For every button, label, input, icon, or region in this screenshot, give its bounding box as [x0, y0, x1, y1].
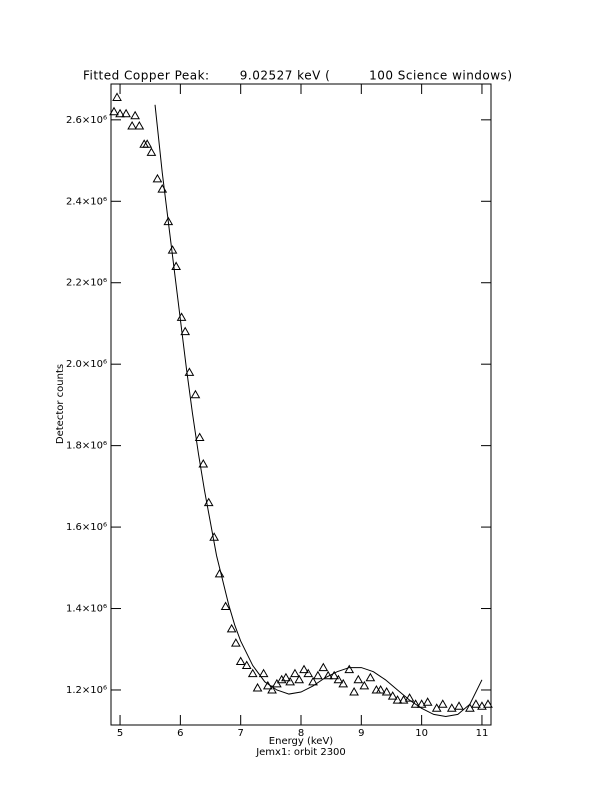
triangle-marker [235, 656, 246, 665]
triangle-marker [477, 701, 487, 710]
y-tick-label: 2.6×10⁶ [66, 115, 107, 126]
triangle-marker [303, 668, 314, 678]
triangle-marker [130, 110, 140, 120]
triangle-marker [146, 147, 157, 156]
x-tick-label: 7 [237, 728, 243, 739]
triangle-marker [258, 668, 269, 678]
triangle-marker [281, 672, 291, 682]
triangle-marker [267, 684, 277, 694]
triangle-marker [142, 139, 153, 148]
triangle-marker [299, 664, 309, 674]
x-tick-label: 11 [476, 728, 489, 739]
y-tick-label: 2.4×10⁶ [66, 196, 107, 207]
subtitle: Jemx1: orbit 2300 [255, 747, 346, 758]
triangle-marker [115, 108, 125, 118]
x-tick-label: 8 [298, 728, 304, 739]
triangle-marker [381, 687, 392, 696]
triangle-marker [241, 660, 252, 670]
triangle-marker [285, 676, 296, 686]
triangle-marker [184, 367, 195, 376]
y-tick-label: 2.2×10⁶ [66, 278, 107, 289]
triangle-marker [431, 703, 442, 712]
triangle-marker [375, 684, 386, 694]
triangle-marker [190, 389, 201, 399]
y-tick-label: 1.8×10⁶ [66, 441, 107, 452]
fit-line [154, 104, 483, 717]
triangle-marker [308, 676, 318, 686]
triangle-marker [349, 687, 359, 696]
x-tick-label: 10 [415, 728, 428, 739]
triangle-marker [247, 668, 258, 678]
triangle-marker [392, 695, 403, 704]
triangle-marker [353, 674, 364, 684]
triangle-marker [446, 703, 457, 712]
triangle-marker [359, 680, 370, 690]
triangle-marker [404, 693, 415, 702]
triangle-marker [272, 678, 282, 688]
y-tick-label: 1.2×10⁶ [66, 685, 107, 696]
triangle-marker [134, 120, 145, 130]
triangle-marker [276, 674, 287, 684]
triangle-marker [344, 664, 355, 674]
y-tick-label: 2.0×10⁶ [66, 359, 107, 370]
x-tick-label: 9 [358, 728, 364, 739]
triangle-marker [290, 668, 300, 678]
triangle-marker [112, 92, 122, 101]
triangle-marker [483, 699, 493, 708]
triangle-marker [329, 670, 340, 680]
chart-title: Fitted Copper Peak: 9.02527 keV ( 100 Sc… [83, 69, 512, 83]
triangle-marker [109, 106, 119, 116]
triangle-marker [471, 699, 481, 708]
triangle-marker [252, 682, 263, 692]
triangle-marker [398, 695, 409, 704]
triangle-marker [180, 326, 191, 336]
triangle-marker [220, 601, 231, 610]
triangle-marker [387, 691, 398, 700]
triangle-marker [152, 173, 163, 183]
triangle-marker [454, 701, 464, 710]
triangle-marker [121, 108, 131, 118]
x-axis-label: Energy (keV) [269, 736, 334, 747]
triangle-marker [410, 699, 421, 708]
y-axis-label: Detector counts [55, 364, 66, 444]
y-tick-label: 1.4×10⁶ [66, 604, 107, 615]
triangle-marker [338, 678, 349, 688]
triangle-marker [333, 674, 344, 684]
triangle-marker [194, 432, 205, 441]
y-tick-label: 1.6×10⁶ [66, 522, 107, 533]
triangle-marker [127, 120, 137, 130]
triangle-marker [465, 703, 475, 712]
x-tick-label: 6 [177, 728, 183, 739]
triangle-marker [318, 662, 329, 672]
triangle-marker [365, 672, 376, 682]
triangle-marker [214, 568, 225, 578]
triangle-marker [437, 699, 448, 708]
triangle-marker [422, 697, 433, 706]
triangle-marker [230, 638, 241, 647]
triangle-marker [294, 674, 305, 684]
triangle-marker [416, 699, 427, 708]
triangle-marker [198, 458, 209, 468]
triangle-marker [313, 670, 323, 680]
triangle-marker [226, 623, 237, 633]
x-tick-label: 5 [117, 728, 123, 739]
